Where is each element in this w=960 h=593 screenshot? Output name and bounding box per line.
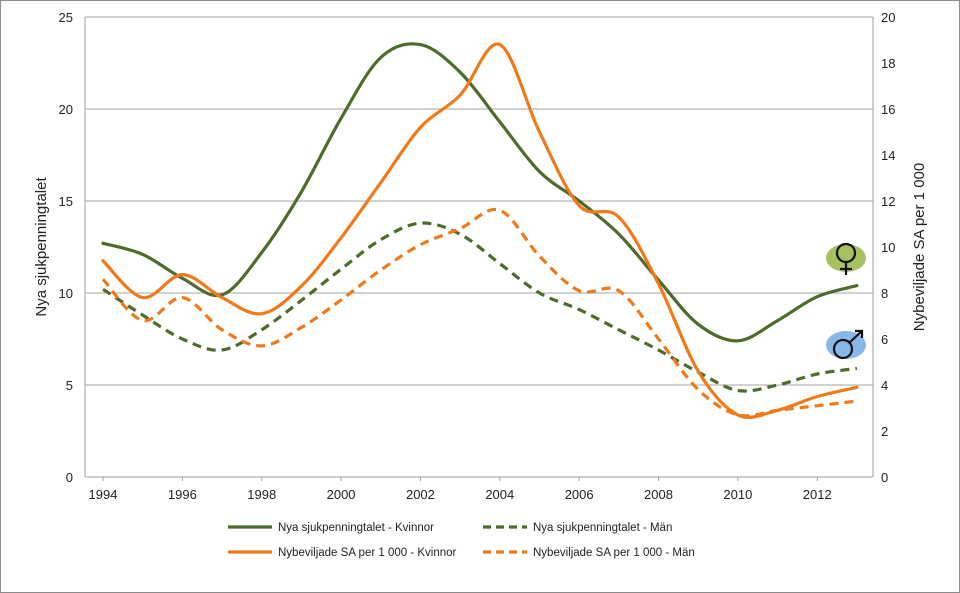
legend-label: Nya sjukpenningtalet - Kvinnor: [278, 522, 434, 534]
x-tick: 2000: [327, 487, 356, 502]
series-sa-man-line: [101, 207, 858, 418]
series-lines: [101, 42, 859, 419]
y-tick-right: 14: [881, 148, 895, 163]
y-axis-title-left: Nya sjukpenningtalet: [33, 177, 50, 317]
series-sa-kvinnor-line: [101, 42, 859, 419]
x-tick: 2008: [644, 487, 673, 502]
x-tick: 2006: [565, 487, 594, 502]
y-axis-title-right: Nybeviljade SA per 1 000: [911, 163, 928, 331]
y-tick-left: 20: [59, 102, 73, 117]
male-symbol-icon: [826, 329, 866, 360]
y-tick-left: 5: [66, 378, 73, 393]
x-tick: 1994: [89, 487, 118, 502]
y-tick-right: 16: [881, 102, 895, 117]
y-tick-right: 10: [881, 240, 895, 255]
tick-labels: 0 5 10 15 20 25 0 2 4 6 8 10 12 14 16 18 20 1994 1996 1998 2…: [59, 10, 896, 502]
y-tick-right: 20: [881, 10, 895, 25]
axes: [84, 17, 874, 478]
gridlines: [85, 16, 873, 386]
y-tick-right: 0: [881, 470, 888, 485]
y-tick-right: 6: [881, 332, 888, 347]
legend: Nya sjukpenningtalet - Kvinnor Nya sjukpe…: [228, 522, 695, 559]
legend-label: Nybeviljade SA per 1 000 - Män: [533, 547, 695, 559]
x-tick: 2004: [485, 487, 514, 502]
series-nya-kvinnor-line: [101, 42, 859, 343]
x-tick: 2002: [406, 487, 435, 502]
y-tick-right: 12: [881, 194, 895, 209]
legend-label: Nybeviljade SA per 1 000 - Kvinnor: [278, 547, 457, 559]
y-tick-left: 0: [66, 470, 73, 485]
y-tick-left: 25: [59, 10, 73, 25]
y-tick-right: 18: [881, 56, 895, 71]
x-tick: 2010: [723, 487, 752, 502]
series-nya-man-line: [102, 221, 858, 393]
female-symbol-icon: [826, 242, 866, 275]
x-tick: 2012: [803, 487, 832, 502]
x-tick: 1996: [168, 487, 197, 502]
x-tick: 1998: [247, 487, 276, 502]
y-tick-left: 15: [59, 194, 73, 209]
legend-label: Nya sjukpenningtalet - Män: [533, 522, 672, 534]
y-tick-right: 2: [881, 424, 888, 439]
y-tick-right: 8: [881, 286, 888, 301]
y-tick-left: 10: [59, 286, 73, 301]
y-tick-right: 4: [881, 378, 888, 393]
